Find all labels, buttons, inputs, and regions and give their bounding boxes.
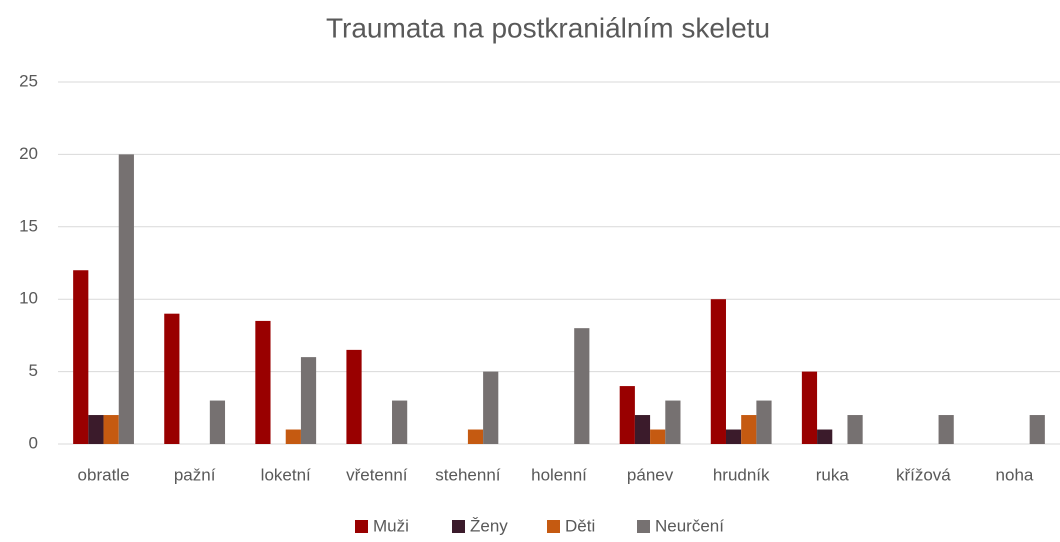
x-tick-label: ruka [816, 465, 850, 484]
bar [741, 415, 757, 444]
x-tick-label: loketní [261, 465, 311, 484]
bar [574, 328, 590, 444]
bar [710, 299, 726, 444]
bar [665, 400, 681, 444]
bar [103, 415, 119, 444]
bar [300, 357, 317, 444]
bar [817, 429, 833, 444]
x-tick-label: noha [996, 465, 1034, 484]
bar [483, 371, 499, 444]
legend-swatch [452, 520, 465, 533]
legend-swatch [355, 520, 368, 533]
x-tick-label: holenní [531, 465, 587, 484]
bar [650, 429, 666, 444]
bar [73, 270, 89, 444]
bar [346, 349, 362, 444]
bar [285, 429, 301, 444]
y-tick-label: 10 [19, 289, 38, 308]
x-tick-label: pažní [174, 465, 216, 484]
y-tick-label: 5 [29, 361, 38, 380]
y-tick-label: 25 [19, 71, 38, 90]
bar [847, 415, 863, 444]
bar [255, 320, 271, 444]
x-tick-label: křížová [896, 465, 951, 484]
bar [1029, 415, 1045, 444]
bar [801, 371, 818, 444]
bar [392, 400, 408, 444]
legend-label: Neurčení [655, 516, 724, 535]
x-tick-label: hrudník [713, 465, 770, 484]
bar [88, 415, 104, 444]
legend-label: Muži [373, 516, 409, 535]
x-tick-label: stehenní [435, 465, 500, 484]
chart-title: Traumata na postkraniálním skeletu [326, 12, 770, 43]
legend-label: Ženy [470, 516, 508, 535]
bar [467, 429, 484, 444]
y-tick-label: 0 [29, 433, 38, 452]
x-tick-label: vřetenní [346, 465, 408, 484]
x-tick-label: pánev [627, 465, 674, 484]
bar [938, 415, 954, 444]
bar [756, 400, 772, 444]
bar [164, 313, 180, 444]
bar [619, 386, 635, 444]
bar [725, 429, 742, 444]
bar [209, 400, 226, 444]
bar [634, 415, 651, 444]
bar [118, 154, 134, 444]
legend-swatch [637, 520, 650, 533]
legend-label: Děti [565, 516, 595, 535]
legend-swatch [547, 520, 560, 533]
y-tick-label: 20 [19, 144, 38, 163]
x-tick-label: obratle [78, 465, 130, 484]
y-tick-label: 15 [19, 216, 38, 235]
